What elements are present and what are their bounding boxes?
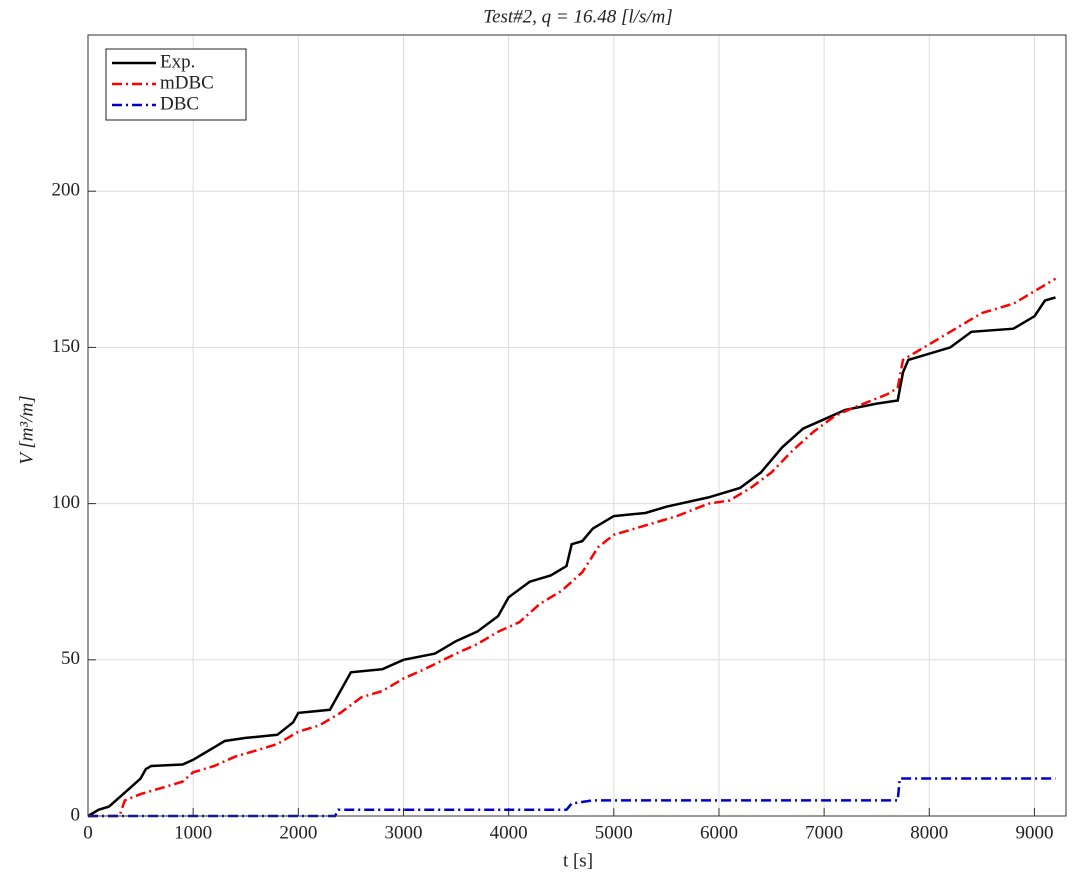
y-tick-label: 100 [52,492,81,513]
x-tick-label: 1000 [174,822,212,843]
plot-frame [87,34,1067,817]
plot-area [88,35,1066,816]
x-tick-label: 0 [83,822,93,843]
data-line [88,777,1056,818]
data-line [87,296,1056,818]
legend-label: Exp. [160,51,195,72]
x-tick-label: 2000 [279,822,317,843]
y-tick-label: 200 [52,180,81,201]
y-axis-label: V [m³/m] [16,395,37,464]
x-tick-label: 9000 [1015,822,1053,843]
x-tick-label: 3000 [384,822,422,843]
x-axis-label: t [s] [563,850,593,871]
y-tick-label: 50 [61,648,80,669]
y-tick-label: 150 [52,336,81,357]
legend-label: DBC [160,93,199,114]
x-tick-label: 7000 [805,822,843,843]
chart-title: Test#2, q = 16.48 [l/s/m] [483,6,673,27]
x-tick-label: 6000 [700,822,738,843]
legend-label: mDBC [160,72,214,93]
x-tick-label: 5000 [595,822,633,843]
y-tick-label: 0 [71,804,81,825]
x-tick-label: 8000 [910,822,948,843]
legend-box [105,48,247,121]
x-tick-label: 4000 [490,822,528,843]
